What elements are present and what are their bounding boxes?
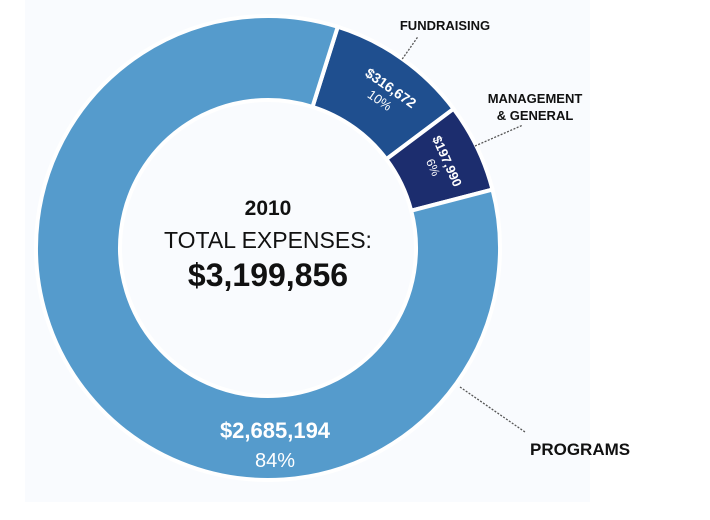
- programs-percent-label: 84%: [255, 450, 295, 472]
- center-year: 2010: [245, 197, 292, 220]
- management-name-line1: MANAGEMENT: [488, 91, 583, 106]
- programs-name-label: PROGRAMS: [530, 440, 630, 459]
- center-total: $3,199,856: [188, 257, 348, 293]
- center-caption: TOTAL EXPENSES:: [164, 227, 372, 253]
- slice-programs: [34, 14, 502, 482]
- management-leader-line: [474, 124, 524, 147]
- fundraising-leader-line: [401, 36, 418, 60]
- programs-value-label: $2,685,194: [220, 418, 331, 443]
- programs-leader-line: [459, 386, 526, 433]
- management-name-line2: & GENERAL: [497, 108, 574, 123]
- management-percent-label: 6%: [423, 157, 443, 179]
- fundraising-name-label: FUNDRAISING: [400, 18, 490, 33]
